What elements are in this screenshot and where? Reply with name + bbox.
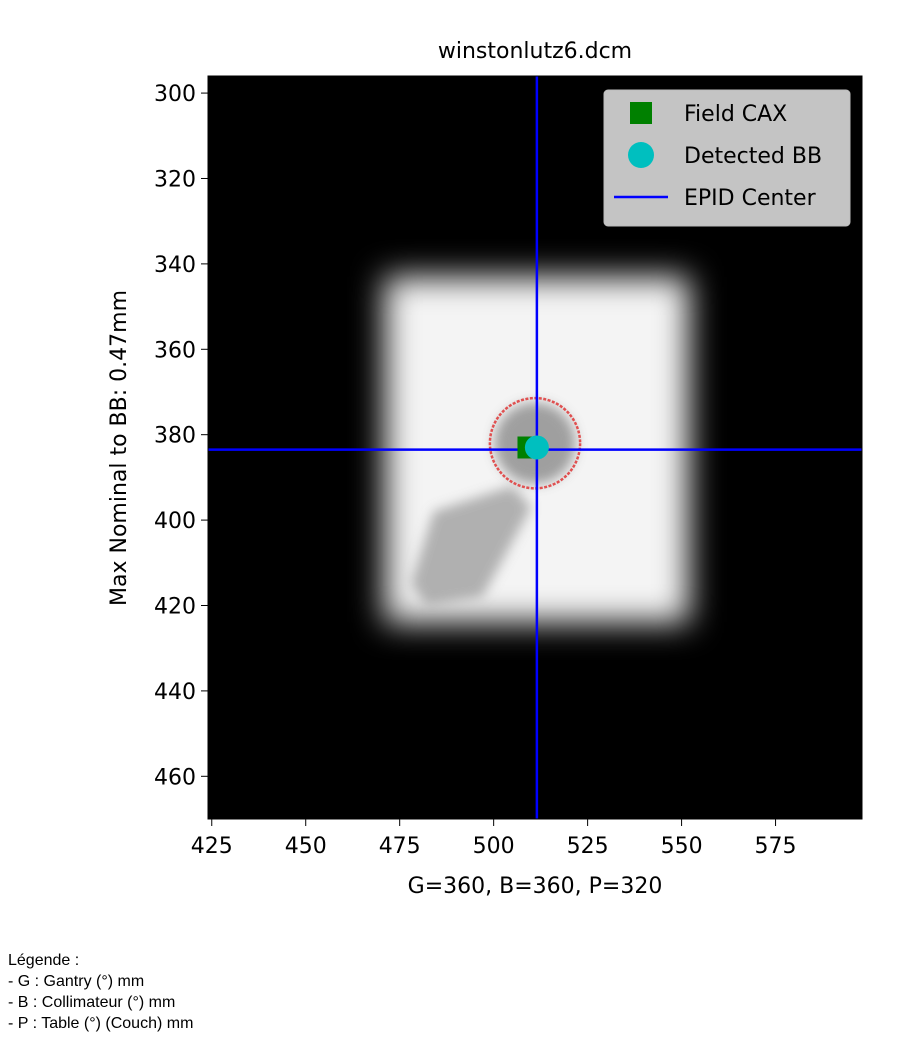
legend-swatch-field-cax [630,102,652,124]
x-tick-label: 575 [755,834,797,859]
bb-contour [488,396,582,490]
plot-frame [207,75,863,820]
caption: Légende : - G : Gantry (°) mm - B : Coll… [8,950,193,1034]
y-tick-label: 420 [154,594,196,619]
caption-item-collimator: - B : Collimateur (°) mm [8,994,176,1011]
x-tick-label: 475 [379,834,421,859]
x-tick-label: 425 [191,834,233,859]
chart: winstonlutz6.dcm 425 450 475 500 525 550 575 3… [107,39,863,899]
y-tick-label: 400 [154,509,196,534]
caption-item-gantry: - G : Gantry (°) mm [8,973,145,990]
legend-label: EPID Center [684,186,817,211]
y-tick-label: 460 [154,765,196,790]
legend-label: Field CAX [684,102,787,127]
legend-swatch-detected-bb [628,142,654,168]
x-tick-label: 500 [473,834,515,859]
legend-label: Detected BB [684,144,822,169]
marks [208,76,862,819]
legend: Field CAX Detected BB EPID Center [603,89,851,227]
x-tick-label: 525 [567,834,609,859]
y-tick-label: 380 [154,424,196,449]
y-tick-label: 440 [154,680,196,705]
caption-item-table: - P : Table (°) (Couch) mm [8,1015,194,1032]
field-shadow [410,485,532,606]
y-axis-label: Max Nominal to BB: 0.47mm [107,290,132,606]
detected-bb-marker [524,435,549,460]
caption-heading: Légende : [8,952,80,969]
x-tick-label: 450 [285,834,327,859]
x-axis-label: G=360, B=360, P=320 [408,874,663,899]
y-tick-label: 360 [154,338,196,363]
y-axis: 300 320 340 360 380 400 420 440 460 [154,82,208,790]
legend-box [603,89,851,227]
y-tick-label: 300 [154,82,196,107]
chart-title: winstonlutz6.dcm [438,39,632,64]
y-tick-label: 320 [154,167,196,192]
x-axis: 425 450 475 500 525 550 575 [191,819,797,859]
x-tick-label: 550 [661,834,703,859]
y-tick-label: 340 [154,253,196,278]
